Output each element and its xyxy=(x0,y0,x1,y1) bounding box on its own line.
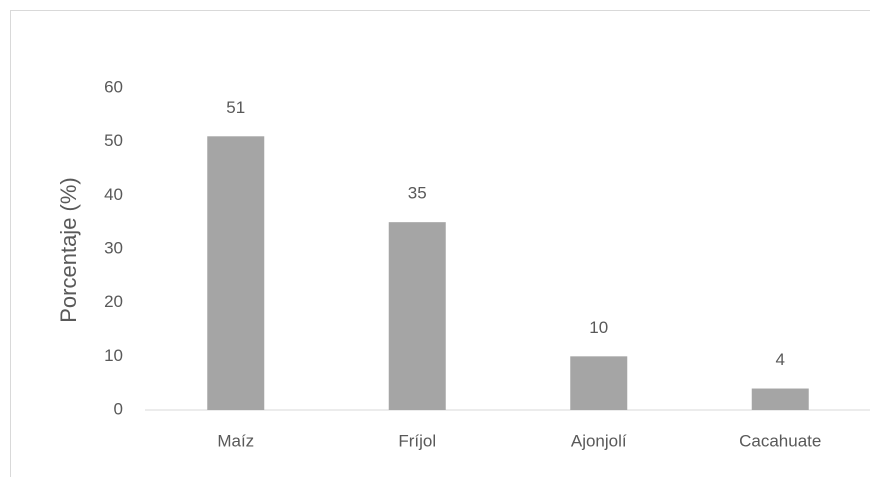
y-tick-label: 40 xyxy=(104,185,123,204)
data-label: 4 xyxy=(776,350,785,369)
x-tick-label: Ajonjolí xyxy=(571,431,627,450)
bar xyxy=(570,356,628,410)
chart-border xyxy=(10,10,870,477)
y-tick-label: 10 xyxy=(104,346,123,365)
bar xyxy=(388,222,446,410)
bar xyxy=(751,388,809,410)
x-tick-label: Maíz xyxy=(217,431,254,450)
y-tick-label: 50 xyxy=(104,131,123,150)
data-label: 35 xyxy=(408,184,427,203)
y-tick-label: 20 xyxy=(104,292,123,311)
data-label: 51 xyxy=(226,98,245,117)
data-label: 10 xyxy=(589,318,608,337)
y-tick-label: 0 xyxy=(114,399,123,418)
y-tick-label: 60 xyxy=(104,77,123,96)
x-tick-label: Fríjol xyxy=(398,431,436,450)
bar xyxy=(207,136,265,411)
x-tick-label: Cacahuate xyxy=(739,431,821,450)
y-axis-label: Porcentaje (%) xyxy=(56,177,81,323)
y-tick-label: 30 xyxy=(104,238,123,257)
